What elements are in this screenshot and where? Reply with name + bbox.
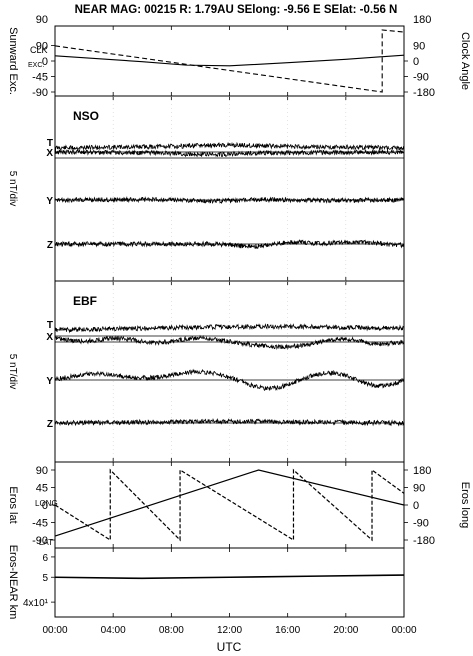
ebf-trace-t	[54, 323, 405, 334]
sunward-frame	[54, 25, 405, 97]
ebf-y-axis-label: 5 nT/div	[7, 354, 18, 390]
eros-right-tick-label: 90	[413, 483, 425, 495]
distance-line	[54, 574, 405, 580]
distance-axis-label: Eros-NEAR km	[7, 545, 19, 620]
eros-right-tick-label: -90	[413, 518, 429, 530]
nso-trace-label-y: Y	[46, 196, 53, 207]
time-tick-label: 16:00	[275, 625, 300, 636]
distance-frame	[54, 547, 405, 618]
sunward-left-tick-label: -90	[32, 87, 48, 99]
eros-left-tick-label: -45	[32, 518, 48, 530]
eros-long-line	[54, 468, 405, 542]
nso-trace-z	[54, 239, 405, 250]
ebf-trace-label-z: Z	[47, 419, 53, 430]
sunward-left-axis-label: Sunward Exc.	[7, 27, 19, 95]
nso-trace-x	[54, 148, 405, 158]
clock-angle-line	[54, 29, 405, 93]
eros-right-tick-label: 0	[413, 500, 419, 512]
distance-tick-label: 4x10¹	[23, 598, 49, 609]
distance-tick-label: 5	[42, 573, 48, 584]
sunward-left-tick-label: -45	[32, 72, 48, 84]
ebf-panel-title: EBF	[73, 294, 97, 308]
eros-lat-line	[54, 469, 405, 537]
ebf-trace-label-x: X	[46, 332, 53, 343]
eros-left-tick-label: 45	[36, 483, 48, 495]
time-axis: 00:00 04:00 08:00 12:00 16:00 20:00 00:00	[42, 625, 416, 636]
ebf-trace-y	[54, 368, 405, 391]
eros-long-axis-label: Eros long	[459, 482, 471, 528]
distance-tick-label: 6	[42, 553, 48, 564]
clk-trace-label: CLK	[30, 45, 48, 55]
ebf-trace-label-t: T	[47, 320, 53, 331]
ebf-frame	[54, 280, 405, 463]
sunward-left-tick-label: 90	[36, 14, 48, 26]
sunward-right-tick-label: 0	[413, 56, 419, 68]
eros-lat-axis-label: Eros lat	[7, 486, 19, 523]
time-tick-label: 20:00	[333, 625, 358, 636]
sunward-left-tick-label: 0	[42, 56, 48, 68]
nso-trace-t	[54, 141, 405, 152]
exc-trace-label: EXC.	[28, 62, 44, 69]
nso-y-axis-label: 5 nT/div	[7, 171, 18, 207]
sunward-right-tick-label: -90	[413, 72, 429, 84]
time-tick-label: 04:00	[101, 625, 126, 636]
nso-panel: NSO 5 nT/div TX Y Z	[7, 95, 405, 282]
clock-angle-axis-label: Clock Angle	[459, 32, 471, 90]
sunward-exc-line	[54, 54, 405, 67]
time-tick-label: 00:00	[42, 625, 67, 636]
eros-panel: 90 45 0 -45 -90 180 90 0 -90 -180 LONG LAT Eros lat E…	[7, 461, 471, 549]
distance-panel: 6 5 4x10¹ Eros-NEAR km	[7, 545, 405, 620]
sunward-right-tick-label: -180	[413, 87, 435, 99]
nso-trace-label-t: T	[47, 138, 53, 149]
figure-title: NEAR MAG: 00215 R: 1.79AU SElong: -9.56 …	[75, 4, 398, 16]
eros-long-trace-label: LONG	[35, 499, 58, 508]
eros-lat-trace-label: LAT	[39, 538, 53, 547]
x-axis-label: UTC	[217, 640, 242, 654]
ebf-panel: EBF 5 nT/div TX Y Z	[7, 280, 405, 463]
time-tick-label: 00:00	[391, 625, 416, 636]
sunward-left-tick-label: 90	[36, 41, 48, 53]
sunward-right-tick-label: 90	[413, 41, 425, 53]
ebf-trace-z	[54, 417, 405, 427]
eros-left-tick-label: -90	[32, 535, 48, 547]
nso-trace-label-x: X	[46, 148, 53, 159]
nso-trace-y	[54, 196, 405, 205]
eros-right-tick-label: -180	[413, 535, 435, 547]
sunward-right-tick-label: 180	[413, 14, 431, 26]
ebf-trace-label-y: Y	[46, 376, 53, 387]
eros-frame	[54, 461, 405, 549]
nso-panel-title: NSO	[73, 109, 99, 123]
nso-trace-label-z: Z	[47, 240, 53, 251]
time-tick-label: 08:00	[159, 625, 184, 636]
eros-left-tick-label: 90	[36, 465, 48, 477]
eros-left-tick-label: 0	[42, 500, 48, 512]
time-tick-label: 12:00	[217, 625, 242, 636]
eros-right-tick-label: 180	[413, 465, 431, 477]
